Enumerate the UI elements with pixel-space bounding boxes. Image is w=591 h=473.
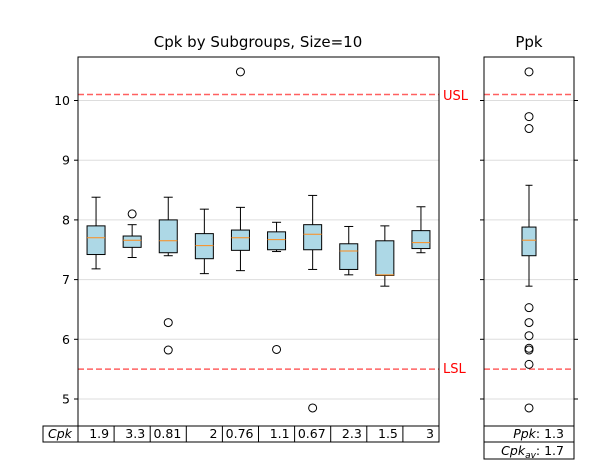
cpk-cell-3: 0.81 bbox=[153, 426, 181, 441]
subgroup-10-iqr-box bbox=[411, 230, 431, 250]
main-chart-title: Cpk by Subgroups, Size=10 bbox=[154, 33, 363, 51]
cpk-cell-7: 0.67 bbox=[298, 426, 326, 441]
cpk-cell-10: 3 bbox=[426, 426, 434, 441]
subgroup-box-8 bbox=[339, 225, 359, 276]
ppk-outlier-4 bbox=[524, 318, 534, 328]
cpk-row-label: Cpk bbox=[48, 426, 73, 441]
ppk-spec-limits bbox=[484, 93, 574, 370]
ppk-outlier-7 bbox=[524, 345, 534, 355]
subgroup-box-7 bbox=[303, 194, 323, 413]
cpk-cell-4: 2 bbox=[209, 426, 217, 441]
main-tick-label-4: 9 bbox=[62, 153, 70, 168]
subgroup-8-iqr-box bbox=[339, 243, 359, 270]
subgroup-box-3 bbox=[158, 196, 178, 355]
subgroup-5-iqr-box bbox=[230, 229, 250, 251]
subgroup-2-outlier-0 bbox=[127, 209, 137, 219]
subgroup-7-outlier-0 bbox=[308, 403, 318, 413]
ppk-outlier-5 bbox=[524, 331, 534, 341]
subgroup-1-iqr-box bbox=[86, 225, 106, 256]
main-tick-label-2: 7 bbox=[62, 272, 70, 287]
ppk-box bbox=[521, 67, 537, 413]
subgroup-box-4 bbox=[194, 208, 214, 275]
ppk-table: Ppk: 1.3 Cpkav: 1.7 bbox=[483, 425, 575, 461]
ppk-outlier-1 bbox=[524, 112, 534, 122]
ppk-outlier-9 bbox=[524, 403, 534, 413]
subgroup-5-outlier-0 bbox=[235, 67, 245, 77]
subgroup-box-2 bbox=[122, 209, 142, 259]
subgroup-3-iqr-box bbox=[158, 219, 178, 254]
main-spec-limits bbox=[78, 93, 439, 370]
ppk-outlier-3 bbox=[524, 303, 534, 313]
subgroup-box-5 bbox=[230, 67, 250, 272]
usl-label: USL bbox=[443, 89, 469, 104]
subgroup-box-1 bbox=[86, 196, 106, 270]
cpk-cell-1: 1.9 bbox=[89, 426, 109, 441]
subgroup-7-iqr-box bbox=[303, 224, 323, 251]
main-tick-label-0: 5 bbox=[62, 392, 70, 407]
ppk-y-axis-ticks bbox=[480, 100, 578, 400]
subgroup-box-10 bbox=[411, 206, 431, 254]
main-y-axis: 5 6 7 8 9 10 bbox=[54, 93, 78, 407]
cpk-avg-value-cell: Cpkav: 1.7 bbox=[501, 443, 564, 461]
ppk-outlier-0 bbox=[524, 67, 534, 77]
ppk-value-cell: Ppk: 1.3 bbox=[513, 426, 564, 441]
subgroup-6-outlier-0 bbox=[272, 344, 282, 354]
ppk-outlier-2 bbox=[524, 124, 534, 134]
main-tick-label-3: 8 bbox=[62, 212, 70, 227]
cpk-table: Cpk 1.9 3.3 0.81 2 0.76 1.1 0.67 2.3 1.5 3 bbox=[42, 425, 440, 443]
ppk-outlier-8 bbox=[524, 359, 534, 369]
main-boxes bbox=[86, 67, 431, 413]
subgroup-3-outlier-0 bbox=[163, 318, 173, 328]
subgroup-2-iqr-box bbox=[122, 235, 142, 248]
subgroup-box-6 bbox=[267, 221, 287, 354]
cpk-cell-8: 2.3 bbox=[342, 426, 362, 441]
main-tick-label-5: 10 bbox=[54, 93, 70, 108]
cpk-cell-9: 1.5 bbox=[378, 426, 398, 441]
cpk-cell-5: 0.76 bbox=[226, 426, 254, 441]
ppk-outlier-6 bbox=[524, 343, 534, 353]
subgroup-9-iqr-box bbox=[375, 240, 395, 276]
ppk-iqr-box bbox=[521, 226, 537, 257]
cpk-cell-6: 1.1 bbox=[270, 426, 290, 441]
main-gridlines bbox=[78, 100, 439, 400]
cpk-cell-2: 3.3 bbox=[125, 426, 145, 441]
ppk-chart-title: Ppk bbox=[515, 33, 543, 51]
subgroup-box-9 bbox=[375, 225, 395, 287]
subgroup-4-iqr-box bbox=[194, 233, 214, 260]
main-tick-label-1: 6 bbox=[62, 332, 70, 347]
lsl-label: LSL bbox=[443, 362, 466, 377]
subgroup-3-outlier-1 bbox=[163, 345, 173, 355]
subgroup-6-iqr-box bbox=[267, 231, 287, 251]
